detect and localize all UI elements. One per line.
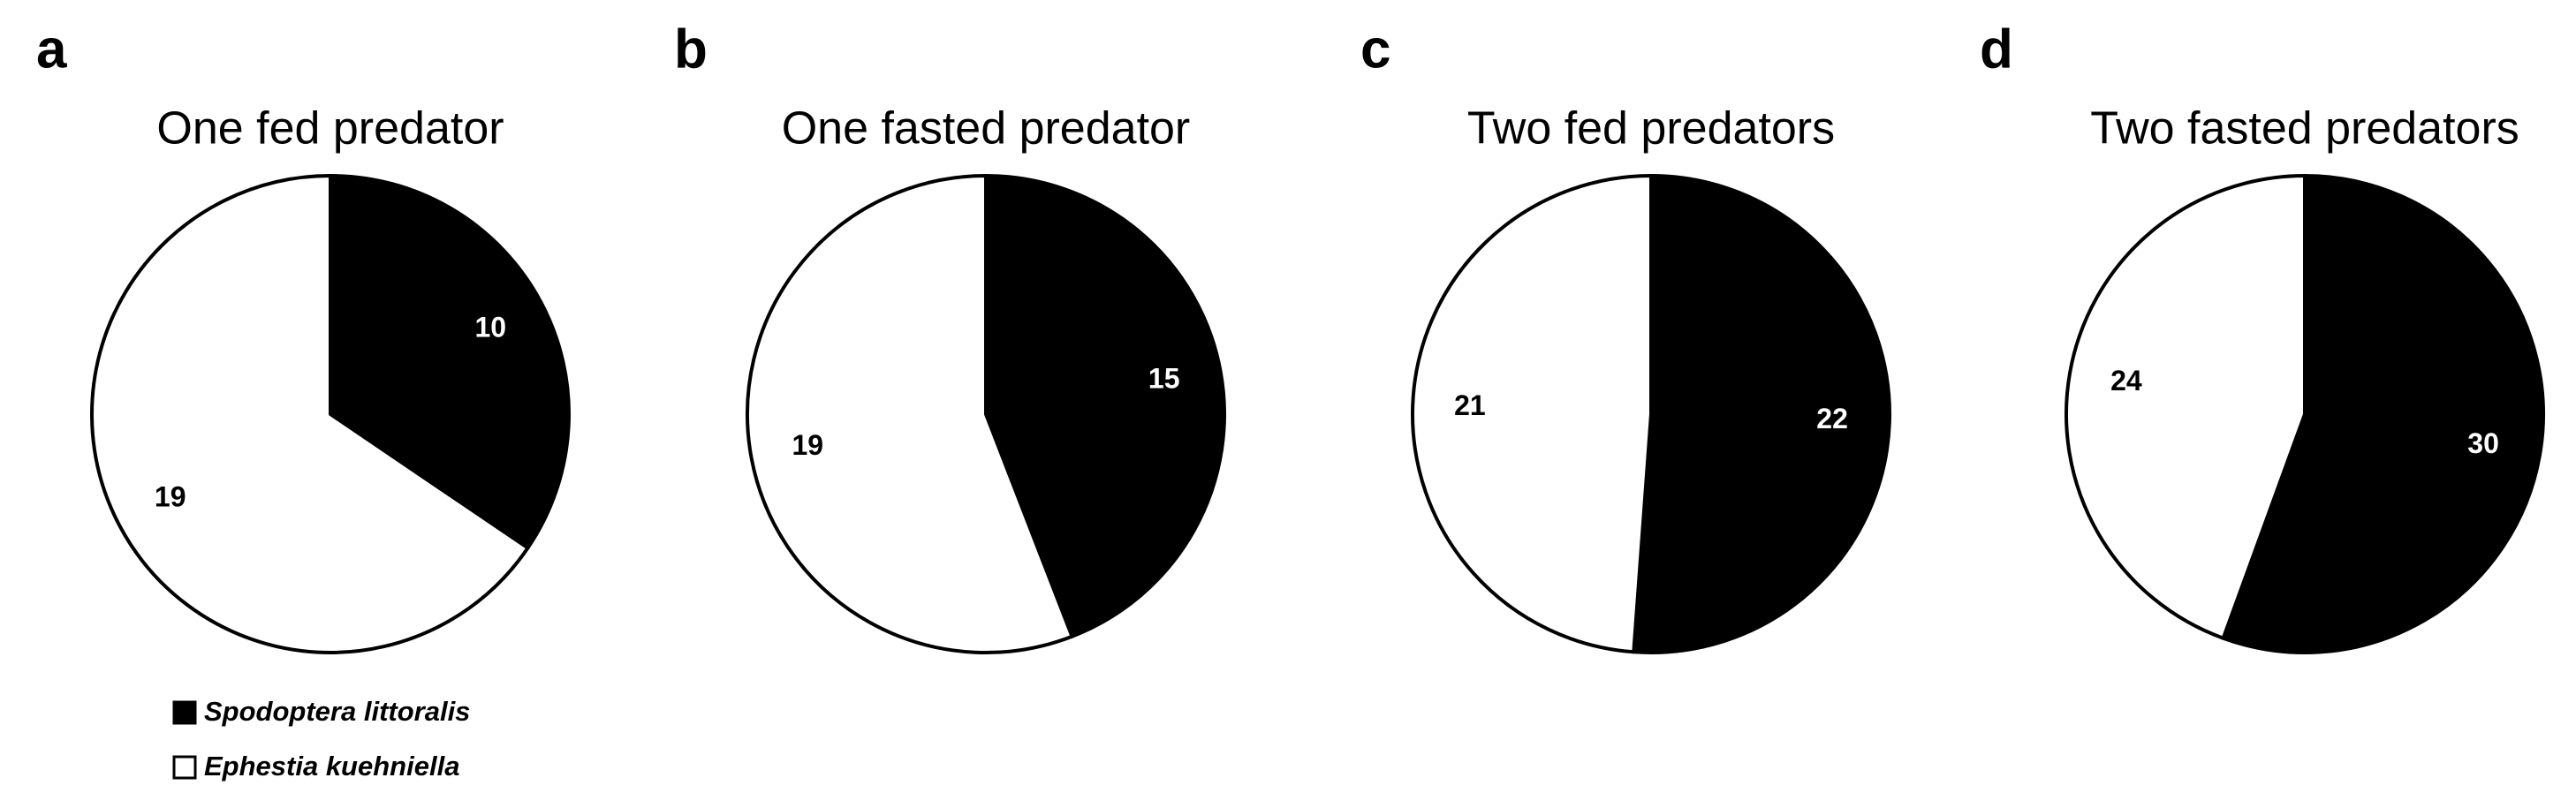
slice-label: 30 [2467, 427, 2499, 459]
pie-slice [2221, 174, 2545, 654]
chart-title: Two fed predators [1467, 103, 1835, 155]
slice-label: 10 [474, 311, 506, 343]
legend-label: Spodoptera littoralis [204, 696, 470, 727]
slice-label: 22 [1816, 403, 1848, 434]
pie-slice [329, 174, 571, 550]
panel-label: c [1360, 19, 1390, 79]
slice-label: 19 [792, 429, 823, 461]
panel-label: a [36, 19, 67, 79]
panel-label: b [674, 19, 708, 79]
chart-title: One fasted predator [782, 103, 1191, 155]
pie-slice [90, 174, 530, 654]
legend-swatch [172, 755, 197, 780]
pie-slice [1632, 174, 1891, 654]
pie-slice [746, 174, 1074, 654]
slice-label: 19 [155, 481, 186, 513]
pie-slice [1411, 174, 1653, 654]
slice-label: 15 [1148, 363, 1180, 395]
panel-label: d [1980, 19, 2013, 79]
pie-slice [984, 174, 1226, 638]
chart-title: Two fasted predators [2090, 103, 2519, 155]
slice-label: 24 [2110, 365, 2142, 396]
pie-slice [2065, 174, 2307, 640]
slice-label: 21 [1454, 389, 1486, 421]
legend-label: Ephestia kuehniella [204, 751, 459, 782]
chart-title: One fed predator [156, 103, 504, 155]
legend-swatch [172, 700, 197, 725]
